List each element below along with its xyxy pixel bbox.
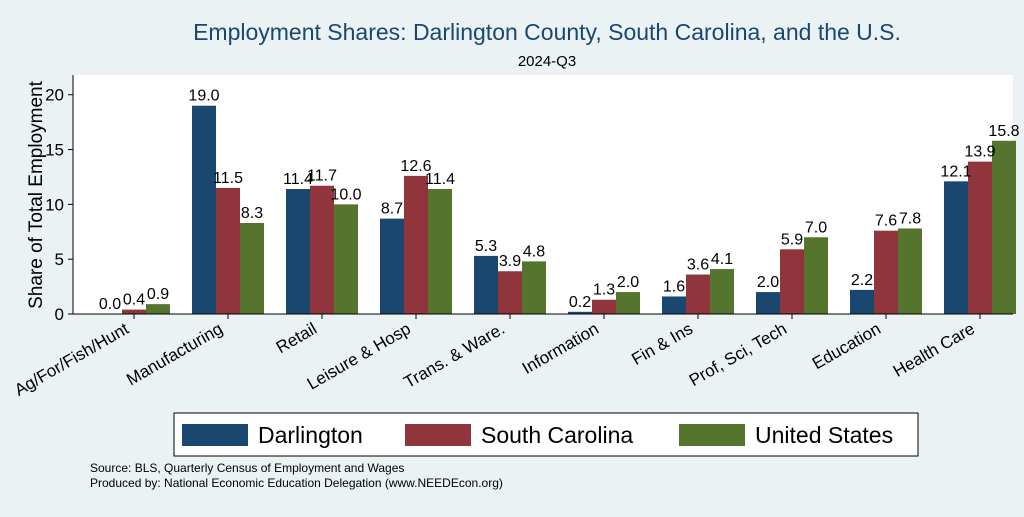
bar [780,249,804,314]
legend: Darlington South Carolina United States [173,412,919,457]
bar [310,185,334,314]
bar-value-label: 12.1 [940,163,971,180]
bar-value-label: 12.6 [400,158,431,175]
value-labels-group: 0.0 19.0 11.4 8.7 5.3 0.2 1.6 2.0 2.2 12.1 0.4 11.5… [99,88,1020,313]
bar-value-label: 1.3 [593,282,615,299]
bar [616,292,640,314]
bar [122,309,146,314]
source-note: Source: BLS, Quarterly Census of Employm… [90,461,404,475]
bar [380,218,404,314]
bar [686,274,710,314]
bar-value-label: 2.2 [851,272,873,289]
bar-value-label: 4.8 [523,243,545,260]
bar [874,230,898,314]
bar-value-label: 11.4 [283,171,313,188]
bar [286,189,310,314]
x-tick-label: Fin & Ins [628,319,696,369]
bar [498,271,522,314]
y-tick-label: 10 [45,195,64,214]
bar-value-label: 7.0 [805,219,827,236]
bar [428,189,452,314]
legend-box [173,412,919,457]
bar-value-label: 0.9 [147,286,169,303]
bar-value-label: 4.1 [711,251,733,268]
bar-value-label: 0.0 [99,296,121,313]
bar [568,311,592,314]
bar [146,304,170,314]
legend-swatch [679,424,745,446]
bar-value-label: 2.0 [757,274,779,291]
bar-value-label: 19.0 [188,88,219,105]
bar [710,269,734,314]
x-tick-label: Manufacturing [123,319,226,389]
x-tick-label: Retail [273,319,320,357]
bar [898,228,922,314]
bar-value-label: 0.2 [569,294,591,311]
y-tick-label: 20 [45,86,64,105]
x-tick-label: Ag/For/Fish/Hunt [11,319,132,400]
chart-subtitle: 2024-Q3 [518,53,576,70]
bar-value-label: 3.9 [499,253,521,270]
bar-value-label: 1.6 [663,278,685,295]
x-tick-label: Prof, Sci, Tech [686,319,790,390]
legend-swatch [405,424,471,446]
bar [474,255,498,314]
x-tick-label: Education [809,319,884,373]
bar-value-label: 11.7 [307,168,337,185]
x-tick-label: Trans. & Ware. [401,319,508,392]
chart-title: Employment Shares: Darlington County, So… [193,19,901,45]
bar [404,175,428,314]
legend-label: South Carolina [481,422,633,448]
x-tick-label: Leisure & Hosp [304,319,414,394]
bar-value-label: 5.9 [781,231,803,248]
y-axis-label: Share of Total Employment [26,80,47,308]
bar [992,140,1016,314]
bar [192,105,216,314]
bar [662,296,686,314]
bar-value-label: 8.3 [241,205,263,222]
bar [592,299,616,314]
bar [522,261,546,314]
legend-label: United States [755,422,893,448]
y-tick-label: 5 [55,250,64,269]
y-tick-label: 0 [55,305,64,324]
bar [216,187,240,314]
bar [756,292,780,314]
y-axis: 0 5 10 15 20 [45,75,74,324]
bar-value-label: 10.0 [330,186,361,203]
bar [968,161,992,314]
bars-group [122,105,1016,314]
x-tick-label: Information [519,319,602,378]
bar-value-label: 5.3 [475,238,497,255]
x-tick-label: Health Care [890,319,978,381]
bar [240,223,264,314]
bar [850,289,874,314]
bar-value-label: 11.5 [213,170,243,187]
produced-by-note: Produced by: National Economic Education… [90,476,503,490]
bar-value-label: 0.4 [123,292,145,309]
legend-swatch [182,424,248,446]
legend-label: Darlington [258,422,363,448]
bar-value-label: 13.9 [964,144,995,161]
bar-value-label: 7.8 [899,210,921,227]
y-tick-label: 15 [45,141,64,160]
bar [334,204,358,314]
bar-value-label: 11.4 [425,171,455,188]
bar-value-label: 2.0 [617,274,639,291]
bar-value-label: 3.6 [687,257,709,274]
bar-value-label: 8.7 [381,201,403,218]
bar-value-label: 7.6 [875,213,897,230]
bar-value-label: 15.8 [988,123,1019,140]
bar [944,181,968,314]
bar [804,237,828,314]
